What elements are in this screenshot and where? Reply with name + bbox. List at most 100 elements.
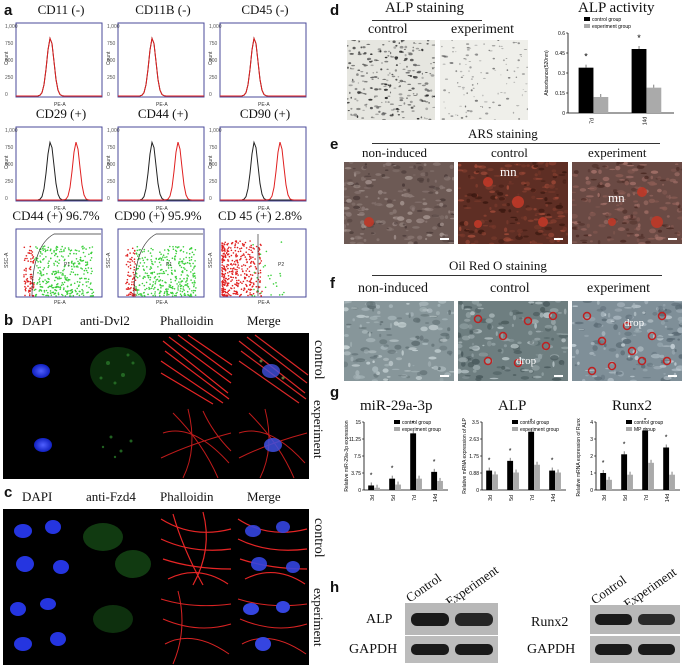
scatter-point <box>90 252 92 254</box>
scatter-point <box>62 269 64 272</box>
scatter-point <box>184 268 186 270</box>
scatter-point <box>72 264 75 266</box>
scatter-point <box>61 245 63 248</box>
scatter-point <box>159 279 162 281</box>
title-underline <box>372 275 662 276</box>
axis-label: PE-A <box>54 206 66 212</box>
histogram-plot: CD11B (-) Count PE-A 0 250 500 750 1,000 <box>106 2 208 110</box>
scatter-point <box>139 293 141 295</box>
scatter-point <box>234 283 236 285</box>
scatter-point <box>223 288 225 291</box>
scatter-point <box>136 245 139 248</box>
scatter-point <box>132 271 135 274</box>
scatter-point <box>264 286 267 289</box>
scatter-point <box>53 249 55 252</box>
tick-label: 0 <box>107 92 110 98</box>
scatter-point <box>71 288 73 291</box>
scatter-point <box>223 274 225 276</box>
scatter-point <box>82 294 85 297</box>
scatter-point <box>62 288 65 291</box>
scatter-point <box>192 276 195 278</box>
scatter-point <box>221 254 223 257</box>
row-label-experiment: experiment <box>311 400 326 459</box>
scatter-point <box>160 272 162 275</box>
scatter-point <box>127 274 129 276</box>
mn-annotation: mn <box>608 190 625 205</box>
scatter-point <box>91 288 93 291</box>
scatter-point <box>221 261 224 263</box>
scatter-point <box>39 277 41 279</box>
scatter-point <box>283 291 285 294</box>
scatter-point <box>245 291 248 293</box>
scatter-point <box>135 252 138 254</box>
scatter-point <box>250 257 252 259</box>
scatter-point <box>226 294 228 296</box>
scatter-point <box>79 281 81 283</box>
scatter-point <box>238 267 240 269</box>
scatter-point <box>136 267 138 270</box>
scatter-point <box>243 254 245 256</box>
scatter-point <box>230 267 232 270</box>
row-label-control: control <box>311 340 326 380</box>
scatter-point <box>178 261 180 263</box>
scatter-point <box>250 277 253 280</box>
scatter-point <box>143 250 145 253</box>
scatter-point <box>76 287 78 290</box>
oil-col-non-induced: non-induced <box>358 281 428 296</box>
bar <box>648 462 654 490</box>
scatter-point <box>36 247 38 249</box>
scatter-point <box>146 274 149 277</box>
scatter-point <box>255 280 258 283</box>
histogram-curve <box>220 36 306 97</box>
tick-label: 250 <box>107 179 116 185</box>
scatter-point <box>136 276 139 279</box>
lipid-droplet <box>473 314 483 324</box>
scatter-point <box>39 272 41 275</box>
scatter-point <box>237 264 240 266</box>
lipid-droplet <box>587 366 597 376</box>
scatter-point <box>173 258 176 260</box>
scatter-point <box>87 278 90 280</box>
nucleus <box>32 364 50 378</box>
scatter-point <box>158 280 160 282</box>
scatter-point <box>236 279 238 282</box>
scatter-point <box>236 270 238 273</box>
scatter-point <box>234 290 237 293</box>
ars-control-photo: mn <box>458 162 568 244</box>
axis-label: Count <box>208 155 214 169</box>
scatter-point <box>69 293 71 295</box>
scatter-point <box>68 262 70 264</box>
panel-label-b: b <box>4 312 14 329</box>
bar <box>368 485 375 490</box>
scatter-point <box>236 268 238 271</box>
scatter-point <box>243 245 245 247</box>
scatter-point <box>47 266 49 269</box>
scatter-point <box>29 282 32 285</box>
scatter-point <box>250 244 252 247</box>
oil-non-induced-photo <box>344 301 454 381</box>
scatter-point <box>144 295 146 297</box>
scatter-point <box>249 240 251 242</box>
scatter-point <box>143 262 146 264</box>
scatter-point <box>75 265 78 268</box>
scatter-point <box>173 294 176 297</box>
scatter-point <box>154 293 156 295</box>
tick-label: 250 <box>209 75 218 81</box>
scatter-point <box>126 288 129 290</box>
scatter-point <box>68 279 71 281</box>
scatter-point <box>162 259 165 261</box>
scatter-point <box>159 284 161 286</box>
title-underline <box>372 20 482 21</box>
scatter-point <box>43 291 46 293</box>
scatter-point <box>154 286 156 289</box>
bar <box>549 470 556 490</box>
bar <box>600 473 607 490</box>
scatter-point <box>55 247 57 249</box>
scatter-point <box>40 274 43 276</box>
scatter-point <box>36 265 38 267</box>
scatter-point <box>131 256 133 259</box>
scatter-point <box>171 269 173 272</box>
scatter-point <box>234 244 236 247</box>
scatter-point <box>227 290 230 292</box>
scatter-point <box>222 258 224 260</box>
